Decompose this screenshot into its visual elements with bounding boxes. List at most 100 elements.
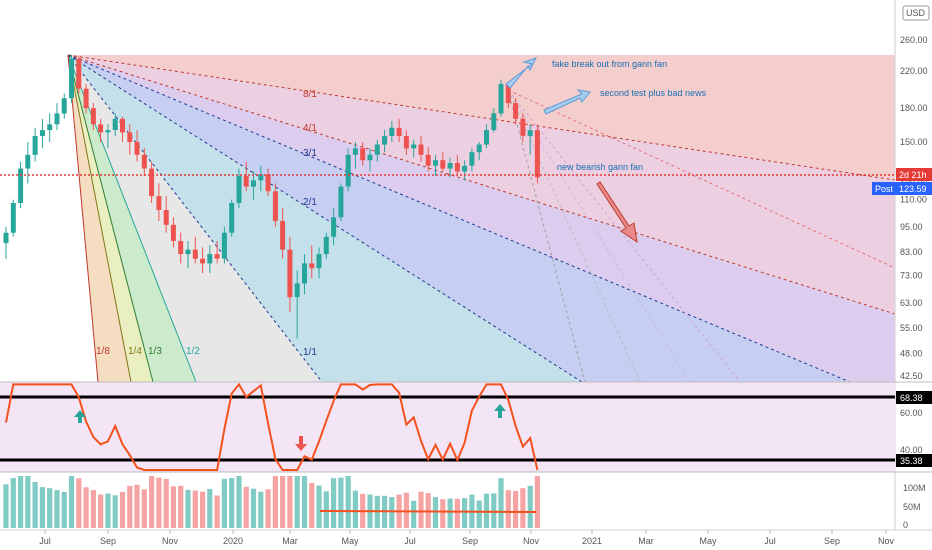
candle (163, 196, 169, 233)
volume-bar (331, 478, 337, 528)
candle (214, 241, 220, 264)
candle-body (207, 254, 213, 264)
time-tick-label: Jul (39, 536, 51, 546)
candle-body (236, 175, 242, 203)
candle-body (156, 196, 162, 210)
gann-fan-label: 3/1 (303, 148, 317, 159)
countdown-badge: 2d 21h (896, 168, 932, 181)
candle (141, 148, 147, 176)
current-price-box (896, 182, 932, 195)
candle-body (476, 144, 482, 153)
volume-bar (32, 482, 38, 528)
candle-body (83, 88, 89, 109)
candle-body (309, 263, 315, 269)
volume-bar (491, 493, 497, 528)
volume-bar (229, 478, 235, 528)
candle (18, 161, 24, 209)
volume-bar (294, 476, 300, 528)
countdown-label: 2d 21h (899, 170, 927, 180)
time-tick-label: Mar (282, 536, 298, 546)
price-tick: 150.00 (900, 137, 928, 147)
candle-body (185, 249, 191, 255)
volume-bar (280, 476, 286, 528)
candle (149, 161, 155, 203)
volume-bar (447, 498, 453, 528)
candle (302, 254, 307, 295)
candle-body (505, 84, 511, 104)
price-tick: 110.00 (900, 195, 927, 205)
candle (54, 103, 60, 131)
candle-body (294, 283, 300, 298)
candle-body (433, 160, 438, 166)
price-tick: 55.00 (900, 323, 923, 333)
post-price-badge: Post 123.59 (872, 182, 932, 195)
candle-body (18, 168, 24, 203)
candle-body (192, 249, 198, 259)
candle (134, 130, 140, 162)
annotation-second-test-text: second test plus bad news (600, 88, 707, 98)
candle (127, 124, 133, 155)
candle-body (3, 232, 9, 244)
bearish-gann-fan (507, 89, 895, 382)
candle-body (149, 168, 155, 197)
gann-fan-line (67, 54, 132, 382)
rsi-marker-up-1 (74, 410, 86, 423)
volume-bar (68, 476, 75, 528)
candle (243, 161, 249, 192)
volume-bar (163, 478, 169, 528)
annotation-arrow-icon (543, 89, 591, 115)
candles (3, 54, 540, 339)
bearish-fan-line (507, 89, 586, 382)
currency-badge[interactable]: USD (902, 5, 930, 21)
volume-bar (250, 488, 257, 528)
candle-body (170, 224, 176, 241)
candle (418, 136, 424, 162)
candle-body (484, 130, 489, 145)
volume-bar (389, 497, 395, 528)
candle (396, 118, 402, 142)
volume-bar (236, 476, 242, 528)
volume-bar (47, 488, 53, 528)
volume-bar (54, 490, 60, 528)
time-tick-label: Sep (824, 536, 840, 546)
candle-body (454, 163, 460, 172)
up-arrow-icon (494, 404, 506, 418)
candle (221, 226, 227, 264)
gann-fan-label: 1/4 (128, 346, 142, 357)
volume-bar (207, 489, 213, 528)
bearish-arrow-icon (596, 181, 638, 244)
candle-body (374, 144, 380, 155)
candle-body (418, 144, 424, 155)
candle-body (272, 191, 278, 221)
volume-bar (200, 491, 206, 528)
volume-bar (301, 476, 308, 528)
price-tick: 63.00 (900, 298, 923, 308)
gann-fan-line (67, 54, 99, 382)
candle (447, 157, 453, 178)
candle-body (105, 130, 111, 133)
annotation-fake-breakout: fake break out from gann fan (505, 57, 667, 89)
candle-body (32, 136, 38, 155)
candle (251, 171, 256, 200)
candle (185, 241, 191, 269)
candle (192, 236, 198, 264)
rsi-axis: 68.38 60.00 40.00 35.38 (896, 391, 932, 467)
candle (534, 124, 540, 184)
candle-body (425, 154, 431, 166)
candle (520, 113, 526, 142)
volume-bar (3, 484, 9, 528)
gann-fan-line (67, 54, 154, 382)
candle (360, 142, 366, 166)
volume-bar (345, 476, 351, 528)
volume-bars (3, 476, 540, 528)
candle-body (534, 130, 540, 178)
candle-body (440, 160, 446, 169)
volume-bar (105, 493, 111, 528)
candle-body (120, 118, 125, 133)
time-tick-label: May (341, 536, 359, 546)
currency-badge-box (902, 5, 930, 21)
rsi-lower-badge (896, 454, 932, 467)
candle-body (229, 203, 235, 233)
volume-bar (221, 478, 227, 528)
